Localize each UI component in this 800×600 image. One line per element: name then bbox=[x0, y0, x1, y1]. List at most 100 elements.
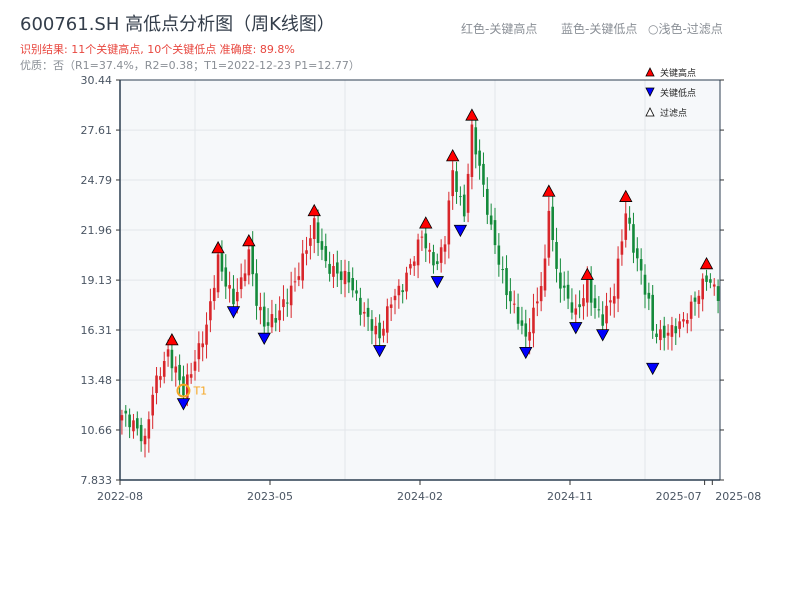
candle-body bbox=[305, 250, 308, 254]
candle-body bbox=[347, 271, 351, 283]
candle-body bbox=[386, 306, 389, 333]
y-tick-label: 7.833 bbox=[81, 474, 113, 487]
candle-body bbox=[139, 424, 143, 442]
candle-body bbox=[378, 322, 381, 339]
candle-body bbox=[416, 239, 420, 266]
candle-body bbox=[539, 286, 543, 302]
candle-body bbox=[512, 303, 516, 305]
result-summary: 识别结果: 11个关键高点, 10个关键低点 准确度: 89.8% bbox=[20, 43, 295, 56]
candle-body bbox=[243, 273, 247, 282]
key-high-marker bbox=[465, 108, 479, 121]
candle-body bbox=[686, 320, 689, 324]
candle-body bbox=[586, 279, 589, 303]
candle-body bbox=[316, 222, 320, 243]
y-tick-label: 30.44 bbox=[81, 74, 113, 87]
key-low-marker bbox=[226, 306, 241, 319]
candle-body bbox=[701, 278, 704, 300]
candle-body bbox=[224, 267, 228, 287]
candle-body bbox=[597, 309, 601, 311]
candle-body bbox=[216, 254, 220, 293]
key-high-marker bbox=[165, 333, 179, 346]
legend-marker-0 bbox=[645, 67, 655, 77]
candle-body bbox=[236, 291, 239, 302]
candle-body bbox=[266, 322, 270, 326]
candle-body bbox=[493, 220, 497, 246]
candle-body bbox=[474, 127, 478, 155]
candle-body bbox=[651, 294, 654, 331]
candle-body bbox=[655, 333, 658, 338]
candle-body bbox=[436, 261, 439, 265]
candle-body bbox=[351, 278, 354, 291]
candle-body bbox=[516, 306, 520, 324]
candle-body bbox=[420, 236, 424, 238]
candle-body bbox=[470, 124, 474, 177]
candle-body bbox=[286, 302, 289, 304]
candle-body bbox=[328, 263, 331, 274]
candle-body bbox=[209, 301, 212, 321]
candle-body bbox=[570, 302, 574, 313]
candle-body bbox=[705, 275, 708, 282]
t1-label: T1 bbox=[192, 385, 207, 398]
candle-body bbox=[574, 308, 578, 315]
t1-circle bbox=[176, 383, 191, 398]
key-high-marker bbox=[580, 267, 594, 280]
key-low-marker bbox=[596, 329, 610, 342]
candle-body bbox=[370, 319, 374, 331]
candle-body bbox=[124, 410, 128, 414]
key-high-marker bbox=[211, 241, 225, 254]
candle-body bbox=[609, 300, 612, 303]
candle-body bbox=[151, 394, 154, 416]
candle-body bbox=[159, 376, 162, 380]
candle-body bbox=[639, 259, 643, 271]
candle-body bbox=[562, 285, 566, 288]
candle-body bbox=[666, 332, 670, 336]
candle-body bbox=[397, 285, 401, 296]
candle-body bbox=[486, 188, 489, 215]
candle-body bbox=[636, 248, 639, 259]
candle-body bbox=[336, 262, 339, 274]
candle-body bbox=[366, 307, 370, 317]
key-low-marker bbox=[569, 322, 583, 335]
candle-body bbox=[197, 343, 201, 360]
candle-body bbox=[132, 420, 135, 432]
key-high-marker bbox=[699, 256, 714, 270]
candle-body bbox=[455, 171, 458, 192]
candle-body bbox=[182, 376, 185, 396]
key-high-marker bbox=[542, 184, 556, 197]
candle-body bbox=[405, 272, 408, 292]
candle-body bbox=[162, 361, 166, 377]
candle-body bbox=[670, 325, 674, 337]
quality-summary: 优质：否（R1=37.4%，R2=0.38；T1=2022-12-23 P1=1… bbox=[20, 59, 360, 72]
y-tick-label: 27.61 bbox=[81, 124, 113, 137]
candle-body bbox=[174, 366, 178, 373]
legend-label: 关键高点 bbox=[660, 67, 696, 79]
candle-body bbox=[178, 364, 181, 381]
candle-body bbox=[582, 298, 585, 307]
candle-body bbox=[428, 249, 431, 252]
candle-body bbox=[624, 213, 628, 240]
candle-body bbox=[343, 270, 347, 285]
candle-body bbox=[120, 415, 124, 421]
x-tick-label: 2024-02 bbox=[397, 490, 443, 503]
candle-body bbox=[589, 279, 593, 303]
candle-body bbox=[320, 241, 324, 250]
candle-body bbox=[220, 253, 224, 272]
candle-body bbox=[682, 319, 685, 322]
candle-body bbox=[462, 194, 466, 217]
candle-body bbox=[293, 281, 297, 283]
candle-body bbox=[359, 297, 362, 315]
candle-body bbox=[301, 253, 304, 281]
candle-body bbox=[451, 170, 454, 197]
candle-body bbox=[593, 298, 597, 308]
candle-body bbox=[555, 241, 558, 269]
candle-body bbox=[628, 217, 631, 224]
candle-body bbox=[612, 296, 616, 304]
candle-body bbox=[620, 241, 624, 255]
candle-body bbox=[466, 173, 470, 213]
legend-light-text: ○浅色-过滤点 bbox=[648, 22, 723, 36]
chart-title: 600761.SH 高低点分析图（周K线图） bbox=[20, 14, 335, 35]
candle-body bbox=[170, 349, 174, 369]
candle-body bbox=[647, 292, 651, 299]
candle-body bbox=[393, 295, 397, 301]
